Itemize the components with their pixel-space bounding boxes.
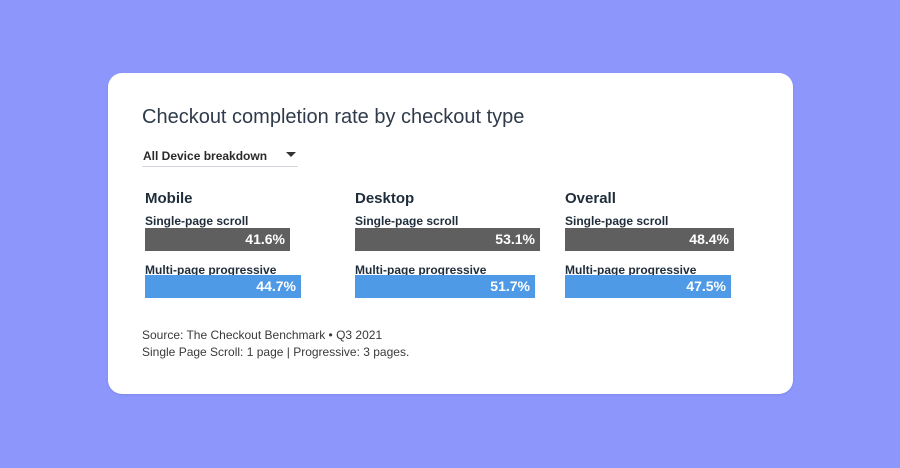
bar-value-label: 51.7%: [490, 278, 530, 294]
group-heading: Desktop: [355, 190, 415, 207]
series-label: Single-page scroll: [145, 214, 249, 228]
bar-value-label: 47.5%: [686, 278, 726, 294]
bar-multi-page: 44.7%: [145, 275, 301, 298]
definition-note: Single Page Scroll: 1 page | Progressive…: [142, 345, 410, 359]
group-overall: Overall Single-page scroll 48.4% Multi-page…: [562, 189, 762, 299]
device-breakdown-dropdown[interactable]: All Device breakdown: [142, 146, 298, 167]
bar-value-label: 53.1%: [495, 231, 535, 247]
bar-value-label: 48.4%: [689, 231, 729, 247]
group-heading: Overall: [565, 190, 616, 207]
bar-multi-page: 47.5%: [565, 275, 731, 298]
bar-value-label: 44.7%: [256, 278, 296, 294]
source-note: Source: The Checkout Benchmark • Q3 2021: [142, 328, 383, 342]
series-label: Single-page scroll: [565, 214, 669, 228]
group-mobile: Mobile Single-page scroll 41.6% Multi-page …: [142, 189, 342, 299]
chart-title: Checkout completion rate by checkout typ…: [142, 106, 525, 128]
group-heading: Mobile: [145, 190, 193, 207]
chart-notes: Source: The Checkout Benchmark • Q3 2021…: [142, 327, 409, 361]
bar-single-page: 48.4%: [565, 228, 734, 251]
bar-single-page: 53.1%: [355, 228, 540, 251]
series-label: Multi-page progressive: [145, 263, 277, 277]
bar-value-label: 41.6%: [245, 231, 285, 247]
series-label: Multi-page progressive: [565, 263, 697, 277]
grouped-bar-chart: Mobile Single-page scroll 41.6% Multi-page …: [108, 73, 793, 394]
series-label: Single-page scroll: [355, 214, 459, 228]
group-desktop: Desktop Single-page scroll 53.1% Multi-page…: [352, 189, 552, 299]
bar-single-page: 41.6%: [145, 228, 290, 251]
bar-multi-page: 51.7%: [355, 275, 535, 298]
caret-down-icon: [286, 152, 296, 157]
dropdown-selected-value: All Device breakdown: [143, 149, 268, 163]
chart-card: Checkout completion rate by checkout typ…: [108, 73, 793, 394]
series-label: Multi-page progressive: [355, 263, 487, 277]
